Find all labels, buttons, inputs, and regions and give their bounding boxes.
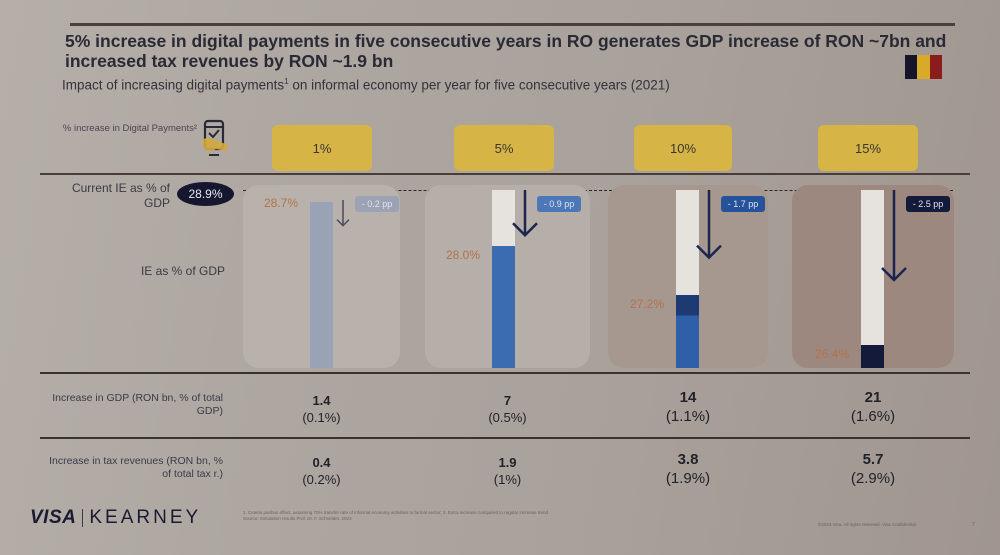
footnote-source: Source: Simulation results Prof. Dr. F. … (243, 516, 352, 521)
arrow-down-icon (696, 190, 722, 260)
ie-as-gdp-label: IE as % of GDP (140, 264, 225, 278)
bar-reduction (676, 190, 699, 296)
flag-stripe (929, 55, 942, 79)
gdp-value: 1.4 (312, 393, 331, 408)
tax-value: 0.4 (312, 455, 331, 470)
tax-value: 1.9 (498, 455, 517, 470)
tax-value: 5.7 (862, 451, 884, 468)
tax-pct: (0.2%) (302, 472, 341, 487)
ie-bar (861, 345, 884, 368)
gdp-pct: (1.1%) (665, 408, 711, 425)
page-number: 7 (972, 522, 975, 528)
delta-badge: - 0.9 pp (537, 196, 581, 212)
current-ie-label: Current IE as % of GDP (71, 181, 170, 210)
tax-cell: 0.4 (0.2%) (262, 454, 382, 488)
pct-increase-box: 1% (272, 125, 372, 171)
tax-cell: 1.9 (1%) (448, 454, 568, 488)
arrow-down-icon (336, 200, 350, 227)
arrow-down-icon (881, 190, 907, 282)
flag-stripe (917, 55, 930, 79)
delta-badge: - 2.5 pp (906, 196, 950, 212)
tax-pct: (2.9%) (850, 470, 896, 487)
top-divider (70, 23, 955, 26)
subtitle-text-rest: on informal economy per year for five co… (288, 77, 670, 93)
gdp-cell: 14 (1.1%) (628, 388, 748, 426)
visa-kearney-logo: VISA KEARNEY (30, 507, 201, 529)
gdp-pct: (0.1%) (302, 410, 341, 425)
bar-value-label: 26.4% (815, 347, 850, 361)
bar-reduction (492, 190, 515, 246)
footnote-marker: 1 (284, 77, 289, 86)
arrow-down-icon (512, 190, 538, 237)
bar-value-label: 28.0% (446, 247, 481, 262)
pct-increase-box: 10% (634, 125, 732, 171)
tax-cell: 3.8 (1.9%) (628, 450, 748, 488)
slide-title: 5% increase in digital payments in five … (65, 31, 947, 71)
delta-badge: - 1.7 pp (721, 196, 765, 212)
gdp-value: 7 (503, 393, 512, 408)
ie-bar (492, 245, 515, 368)
tax-pct: (1.9%) (665, 470, 711, 487)
gdp-cell: 1.4 (0.1%) (262, 392, 382, 426)
header-divider (40, 173, 970, 175)
slide-subtitle: Impact of increasing digital payments1 o… (62, 77, 670, 93)
copyright: ©2023 Visa. All rights reserved. Visa Co… (818, 522, 916, 527)
gdp-cell: 7 (0.5%) (448, 392, 568, 426)
footnotes: 1. Ceteris paribus effect, assuming 70% … (243, 510, 548, 522)
bar-value-label: 28.7% (264, 196, 299, 211)
gdp-value: 14 (679, 389, 697, 406)
current-ie-badge: 28.9% (177, 182, 234, 206)
table-divider (40, 372, 970, 374)
ie-bar (310, 202, 333, 368)
bar-value-label: 27.2% (630, 297, 665, 312)
mobile-payment-icon (202, 119, 228, 156)
tax-pct: (1%) (493, 472, 522, 487)
baseline-dashed-line (243, 190, 953, 191)
tax-increase-label: Increase in tax revenues (RON bn, % of t… (49, 455, 223, 480)
bar-reduction (861, 190, 884, 345)
tax-cell: 5.7 (2.9%) (813, 450, 933, 488)
pct-increase-box: 15% (818, 125, 918, 171)
ie-bar (676, 295, 699, 368)
gdp-pct: (0.5%) (488, 410, 527, 425)
subtitle-text: Impact of increasing digital payments (62, 77, 285, 93)
pct-increase-label: % increase in Digital Payments² (62, 123, 197, 134)
flag-stripe (905, 55, 918, 79)
table-divider (40, 437, 970, 439)
delta-badge: - 0.2 pp (355, 196, 399, 212)
gdp-value: 21 (864, 389, 882, 406)
footnote-1: 1. Ceteris paribus effect, assuming 70% … (243, 510, 549, 515)
kearney-logo: KEARNEY (89, 507, 202, 528)
romania-flag-icon (905, 55, 942, 79)
visa-logo: VISA (30, 507, 77, 528)
gdp-increase-label: Increase in GDP (RON bn, % of total GDP) (52, 392, 223, 417)
logo-separator (82, 509, 84, 527)
gdp-cell: 21 (1.6%) (813, 388, 933, 426)
pct-increase-box: 5% (454, 125, 554, 171)
tax-value: 3.8 (677, 451, 699, 468)
gdp-pct: (1.6%) (850, 408, 896, 425)
